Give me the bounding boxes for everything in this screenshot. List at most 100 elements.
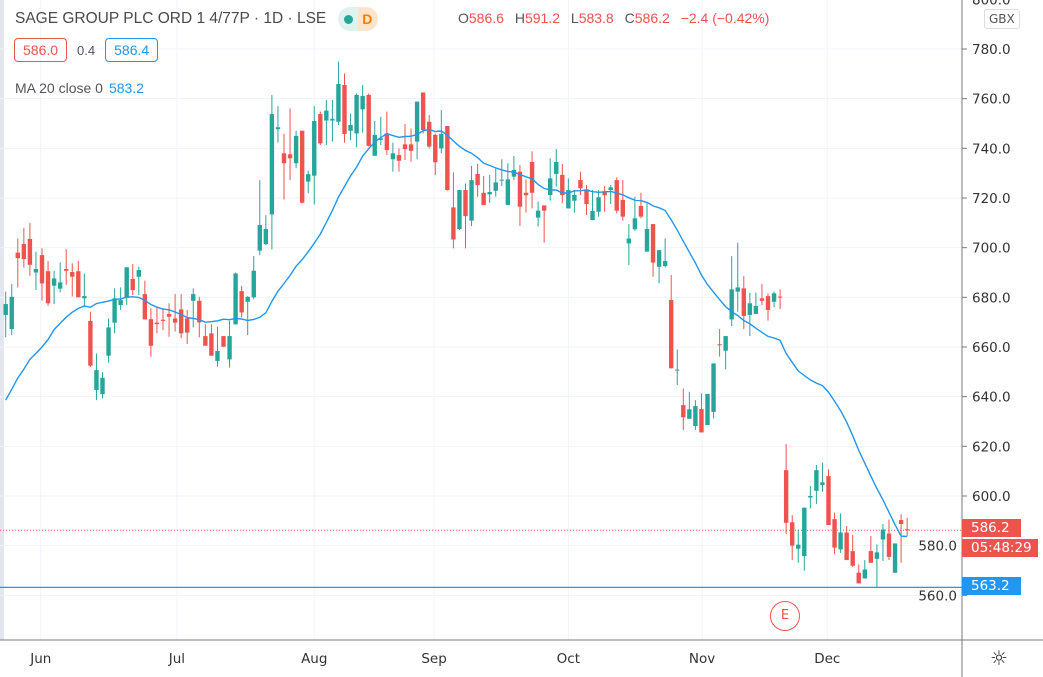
indicator-legend[interactable]: MA 20 close 0 583.2 (15, 80, 144, 96)
low-value: 583.8 (578, 10, 614, 26)
indicator-label: MA 20 close 0 (15, 80, 103, 96)
candle-up (94, 353, 99, 401)
candle-down (451, 172, 456, 249)
settings-gear-icon[interactable]: ☼ (990, 646, 1008, 670)
candle-body (82, 296, 87, 299)
candle-body (15, 252, 20, 259)
candle-body (245, 296, 250, 302)
sell-button[interactable]: 586.0 (14, 38, 68, 62)
candle-down (130, 264, 135, 296)
price-tick-label: 720.0 (972, 191, 1011, 207)
candle-up (874, 544, 880, 587)
candle-body (662, 261, 668, 267)
price-tick-label: 760.0 (972, 92, 1011, 108)
high-label: H (514, 10, 525, 26)
candle-body (517, 171, 523, 207)
candle-body (227, 336, 232, 360)
candle-down (420, 92, 426, 134)
candle-body (578, 180, 583, 189)
candle-body (886, 533, 892, 557)
candle-body (644, 229, 650, 252)
candle-down (342, 73, 347, 143)
candle-up (336, 61, 341, 125)
candle-up (330, 99, 335, 142)
candle-up (257, 180, 262, 256)
buy-button[interactable]: 586.4 (105, 38, 159, 62)
candle-down (650, 224, 656, 277)
candle-up (862, 560, 867, 579)
candle-down (197, 296, 202, 338)
candle-up (191, 288, 196, 328)
price-axis[interactable]: 800.0 780.0 760.0 740.0 720.0 700.0 680.0 660.0… (918, 0, 1010, 604)
candle-body (124, 267, 129, 298)
candle-body (178, 309, 184, 334)
candle-down (221, 336, 226, 347)
candle-body (263, 229, 269, 244)
candle-up (354, 93, 359, 148)
candle-up (324, 99, 329, 146)
candle-body (656, 250, 662, 267)
candle-body (239, 291, 244, 313)
candle-body (366, 94, 371, 146)
candle-up (227, 320, 232, 368)
price-tick-label: 780.0 (972, 42, 1011, 58)
symbol-title[interactable]: SAGE GROUP PLC ORD 1 4/77P · 1D · LSE (15, 10, 327, 27)
candle-body (51, 278, 57, 286)
candle-up (269, 94, 275, 250)
candle-down (160, 308, 166, 331)
candle-body (88, 320, 93, 366)
candle-body (287, 154, 293, 159)
candle-body (535, 210, 541, 218)
market-status-badge[interactable]: D (338, 7, 379, 31)
currency-button[interactable]: GBX (984, 9, 1020, 29)
candle-body (687, 409, 692, 419)
candle-up (548, 158, 553, 201)
candle-body (669, 300, 674, 369)
candle-body (457, 190, 462, 230)
candle-body (39, 255, 45, 284)
candle-body (584, 189, 589, 204)
candle-up (632, 196, 638, 231)
candle-up (499, 159, 504, 187)
candle-down (148, 308, 154, 357)
candle-body (390, 153, 396, 160)
candle-down (541, 205, 547, 243)
candle-down (427, 115, 432, 149)
candle-body (299, 130, 305, 203)
candle-body (433, 134, 438, 163)
candle-up (100, 372, 105, 399)
price-tick-label: 580.0 (918, 539, 957, 555)
candle-body (765, 296, 771, 310)
candle-body (699, 409, 704, 433)
candle-body (94, 370, 99, 390)
candle-body (233, 273, 238, 325)
candle-body (57, 282, 63, 289)
candle-up (82, 273, 87, 307)
price-tick-label: 660.0 (972, 340, 1011, 356)
candle-body (306, 174, 311, 182)
earnings-marker[interactable]: E (770, 601, 800, 631)
candle-body (45, 271, 51, 304)
month-label: Dec (814, 651, 840, 667)
candle-down (76, 260, 81, 298)
candle-body (777, 296, 783, 298)
candle-body (420, 92, 426, 130)
time-axis[interactable]: Jun Jul Aug Sep Oct Nov Dec (29, 651, 840, 667)
candle-up (814, 464, 819, 504)
candle-down (717, 329, 722, 357)
candle-body (741, 288, 746, 316)
candle-body (142, 294, 148, 320)
horizontal-line-label[interactable]: 563.2 (962, 577, 1021, 595)
candle-body (148, 319, 154, 346)
close-label: C (624, 10, 635, 26)
candle-down (699, 393, 704, 433)
candle-body (572, 195, 577, 201)
candle-up (245, 296, 250, 336)
candle-up (892, 543, 898, 573)
candles (3, 61, 910, 587)
candle-body (257, 225, 262, 251)
candle-body (560, 174, 565, 196)
candle-body (324, 110, 329, 121)
candle-body (832, 519, 837, 548)
